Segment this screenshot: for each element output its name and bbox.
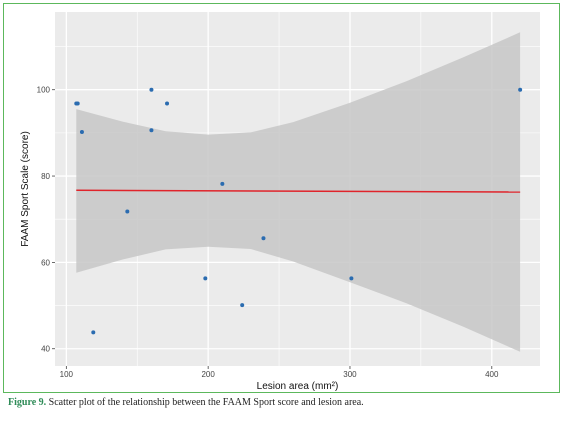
- data-point: [125, 209, 130, 214]
- data-point: [203, 276, 208, 281]
- data-point: [91, 330, 96, 335]
- data-point: [165, 101, 170, 106]
- data-point: [261, 236, 266, 241]
- figure-caption: Figure 9. Scatter plot of the relationsh…: [8, 397, 560, 408]
- x-tick-label: 400: [485, 370, 499, 379]
- x-axis-ticks: 100 200 300 400: [60, 366, 499, 379]
- figure-label: Figure 9.: [8, 397, 47, 408]
- data-point: [75, 101, 80, 106]
- y-axis-ticks: 40 60 80 100: [37, 86, 55, 354]
- y-tick-label: 100: [37, 86, 51, 95]
- caption-text: Scatter plot of the relationship between…: [46, 397, 364, 408]
- x-tick-label: 100: [60, 370, 74, 379]
- data-point: [79, 130, 84, 135]
- figure-frame: [3, 3, 560, 393]
- scatter-chart: 100 200 300 400 40 60 80 100 Lesion area (mm²)…: [20, 12, 540, 392]
- y-tick-label: 80: [41, 172, 50, 181]
- x-tick-label: 300: [343, 370, 357, 379]
- x-tick-label: 200: [201, 370, 215, 379]
- data-point: [518, 87, 523, 92]
- y-axis-title: FAAM Sport Scale (score): [20, 131, 31, 247]
- data-point: [149, 87, 154, 92]
- regression-line: [76, 189, 521, 193]
- data-point: [149, 128, 154, 133]
- data-point: [220, 181, 225, 186]
- x-axis-title: Lesion area (mm²): [257, 381, 339, 392]
- y-tick-label: 40: [41, 345, 50, 354]
- y-tick-label: 60: [41, 258, 50, 267]
- data-points: [74, 87, 523, 335]
- data-point: [240, 303, 245, 308]
- confidence-band: [76, 32, 521, 352]
- data-point: [349, 276, 354, 281]
